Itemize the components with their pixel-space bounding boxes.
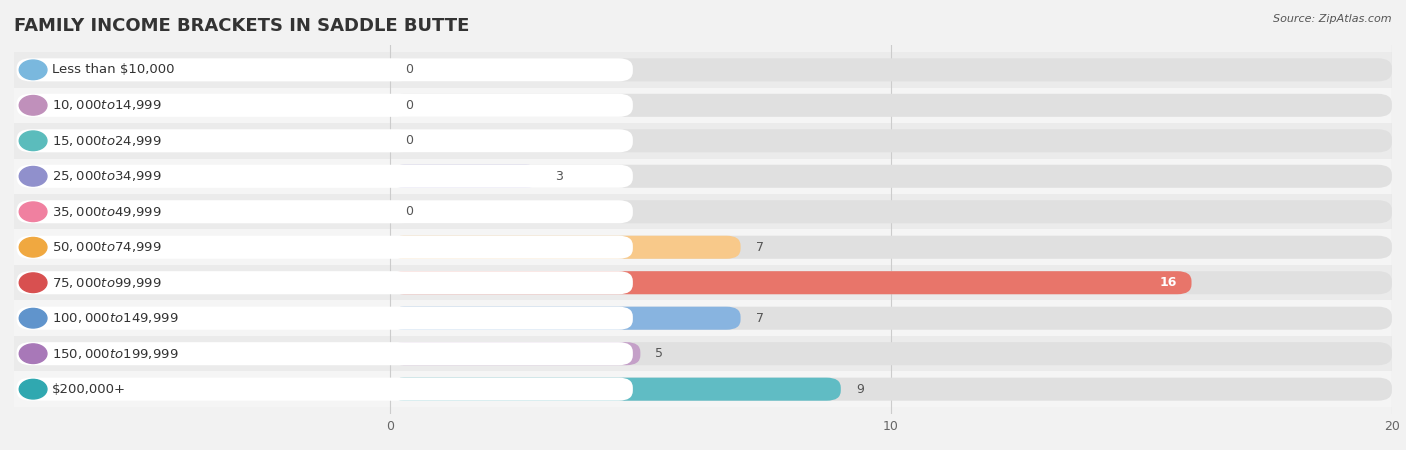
FancyBboxPatch shape bbox=[389, 94, 1392, 117]
Text: 7: 7 bbox=[755, 312, 763, 325]
Bar bbox=[14, 265, 1392, 301]
Text: 9: 9 bbox=[856, 382, 863, 396]
FancyBboxPatch shape bbox=[389, 271, 1191, 294]
Bar bbox=[14, 336, 1392, 371]
Text: $35,000 to $49,999: $35,000 to $49,999 bbox=[52, 205, 162, 219]
Circle shape bbox=[20, 60, 46, 80]
FancyBboxPatch shape bbox=[17, 342, 633, 365]
FancyBboxPatch shape bbox=[389, 306, 1392, 330]
FancyBboxPatch shape bbox=[17, 271, 633, 294]
FancyBboxPatch shape bbox=[389, 342, 640, 365]
FancyBboxPatch shape bbox=[389, 236, 1392, 259]
FancyBboxPatch shape bbox=[389, 129, 1392, 153]
FancyBboxPatch shape bbox=[17, 306, 633, 330]
FancyBboxPatch shape bbox=[389, 236, 741, 259]
FancyBboxPatch shape bbox=[389, 165, 540, 188]
FancyBboxPatch shape bbox=[389, 165, 1392, 188]
FancyBboxPatch shape bbox=[389, 271, 1392, 294]
Text: Less than $10,000: Less than $10,000 bbox=[52, 63, 174, 76]
Text: 0: 0 bbox=[405, 63, 413, 76]
Text: 5: 5 bbox=[655, 347, 664, 360]
FancyBboxPatch shape bbox=[17, 378, 633, 401]
Text: $25,000 to $34,999: $25,000 to $34,999 bbox=[52, 169, 162, 183]
Text: $75,000 to $99,999: $75,000 to $99,999 bbox=[52, 276, 162, 290]
Text: FAMILY INCOME BRACKETS IN SADDLE BUTTE: FAMILY INCOME BRACKETS IN SADDLE BUTTE bbox=[14, 17, 470, 35]
Bar bbox=[14, 371, 1392, 407]
Circle shape bbox=[20, 166, 46, 186]
Text: 16: 16 bbox=[1159, 276, 1177, 289]
FancyBboxPatch shape bbox=[389, 58, 1392, 81]
FancyBboxPatch shape bbox=[17, 236, 633, 259]
Text: 0: 0 bbox=[405, 99, 413, 112]
Text: $200,000+: $200,000+ bbox=[52, 382, 125, 396]
Text: 3: 3 bbox=[555, 170, 562, 183]
FancyBboxPatch shape bbox=[17, 58, 633, 81]
Circle shape bbox=[20, 308, 46, 328]
Text: $15,000 to $24,999: $15,000 to $24,999 bbox=[52, 134, 162, 148]
FancyBboxPatch shape bbox=[389, 306, 741, 330]
Bar bbox=[14, 88, 1392, 123]
Circle shape bbox=[20, 202, 46, 221]
Circle shape bbox=[20, 131, 46, 151]
Bar bbox=[14, 158, 1392, 194]
Bar bbox=[14, 123, 1392, 158]
Bar bbox=[14, 301, 1392, 336]
FancyBboxPatch shape bbox=[389, 378, 841, 401]
Circle shape bbox=[20, 344, 46, 364]
FancyBboxPatch shape bbox=[389, 342, 1392, 365]
Circle shape bbox=[20, 238, 46, 257]
FancyBboxPatch shape bbox=[17, 129, 633, 153]
FancyBboxPatch shape bbox=[389, 378, 1392, 401]
Circle shape bbox=[20, 273, 46, 292]
Text: $10,000 to $14,999: $10,000 to $14,999 bbox=[52, 98, 162, 112]
Text: 7: 7 bbox=[755, 241, 763, 254]
Text: $50,000 to $74,999: $50,000 to $74,999 bbox=[52, 240, 162, 254]
FancyBboxPatch shape bbox=[17, 165, 633, 188]
Bar bbox=[14, 230, 1392, 265]
Circle shape bbox=[20, 379, 46, 399]
Text: 0: 0 bbox=[405, 134, 413, 147]
Bar bbox=[14, 194, 1392, 230]
FancyBboxPatch shape bbox=[17, 200, 633, 223]
Circle shape bbox=[20, 95, 46, 115]
Text: $100,000 to $149,999: $100,000 to $149,999 bbox=[52, 311, 179, 325]
FancyBboxPatch shape bbox=[389, 200, 1392, 223]
Text: $150,000 to $199,999: $150,000 to $199,999 bbox=[52, 346, 179, 361]
Text: Source: ZipAtlas.com: Source: ZipAtlas.com bbox=[1274, 14, 1392, 23]
Bar bbox=[14, 52, 1392, 88]
Text: 0: 0 bbox=[405, 205, 413, 218]
FancyBboxPatch shape bbox=[17, 94, 633, 117]
